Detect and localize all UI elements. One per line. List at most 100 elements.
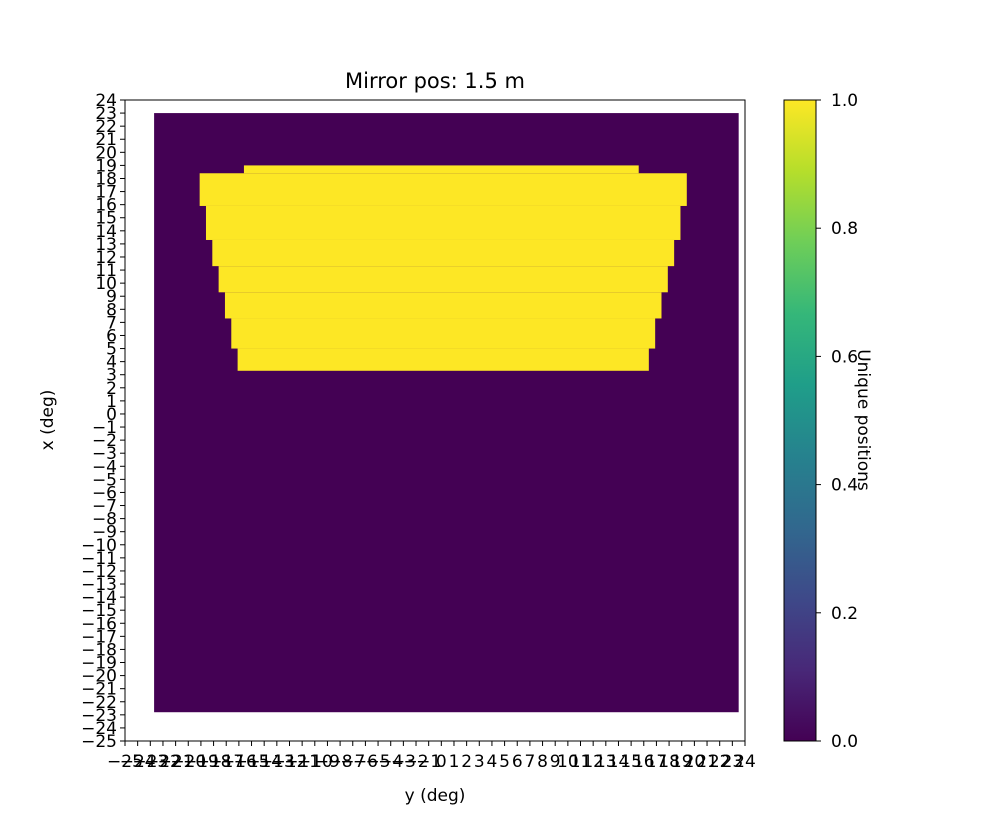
y-tick-label: −18 — [81, 640, 117, 660]
y-tick-label: −15 — [81, 601, 117, 621]
x-tick-label: −22 — [145, 752, 181, 772]
x-tick-label: 7 — [524, 752, 535, 772]
y-tick-label: 2 — [106, 379, 117, 399]
y-tick-label: 4 — [106, 353, 117, 373]
y-tick-label: −4 — [92, 457, 117, 477]
x-tick-label: 13 — [595, 752, 617, 772]
y-tick-label: −5 — [92, 470, 117, 490]
heatmap-cell-block — [237, 348, 649, 371]
heatmap-cell-block — [231, 318, 656, 349]
y-tick-label: 6 — [106, 326, 117, 346]
x-tick-label: −18 — [196, 752, 232, 772]
y-tick-label: −12 — [81, 562, 117, 582]
x-tick-label: −3 — [391, 752, 416, 772]
y-tick-label: 0 — [106, 405, 117, 425]
heatmap-cell-block — [224, 292, 662, 319]
x-tick-label: 14 — [608, 752, 630, 772]
x-tick-label: −15 — [234, 752, 270, 772]
x-tick-label: −16 — [221, 752, 257, 772]
y-tick-label: 5 — [106, 340, 117, 360]
y-tick-label: −6 — [92, 483, 117, 503]
y-tick-label: 22 — [95, 117, 117, 137]
y-tick-label: 10 — [95, 274, 117, 294]
x-tick-label: −7 — [340, 752, 365, 772]
y-tick-label: 23 — [95, 104, 117, 124]
y-axis-label: x (deg) — [38, 390, 58, 451]
colorbar: 0.0 0.2 0.4 0.6 0.8 1.0 Unique positions — [783, 91, 873, 752]
y-tick-label: −7 — [92, 497, 117, 517]
x-tick-label: −8 — [328, 752, 353, 772]
colorbar-frame — [783, 99, 817, 742]
y-tick-label: −11 — [81, 549, 117, 569]
x-tick-label: −21 — [158, 752, 194, 772]
x-tick-label: 19 — [671, 752, 693, 772]
colorbar-label: Unique positions — [853, 349, 873, 491]
y-tick-label: 20 — [95, 143, 117, 163]
x-tick-label: 1 — [449, 752, 460, 772]
y-tick-label: 17 — [95, 183, 117, 203]
x-tick-label: 16 — [633, 752, 655, 772]
y-tick-label: 19 — [95, 156, 117, 176]
colorbar-ticks: 0.0 0.2 0.4 0.6 0.8 1.0 — [816, 91, 858, 752]
y-tick-label: −10 — [81, 536, 117, 556]
y-tick-label: −21 — [81, 680, 117, 700]
y-tick-label: −16 — [81, 614, 117, 634]
x-tick-label: 21 — [696, 752, 718, 772]
heatmap-cell-block — [205, 205, 681, 240]
y-tick-label: −17 — [81, 627, 117, 647]
y-axis: −25−24−23−22−21−20−19−18−17−16−15−14−13−… — [81, 91, 125, 752]
x-tick-label: −1 — [416, 752, 441, 772]
heatmap-cell-block — [243, 165, 639, 174]
x-tick-label: 10 — [557, 752, 579, 772]
y-tick-label: 18 — [95, 169, 117, 189]
x-tick-label: 11 — [570, 752, 592, 772]
y-tick-label: 14 — [95, 222, 117, 242]
y-tick-label: 9 — [106, 287, 117, 307]
y-tick-label: −8 — [92, 510, 117, 530]
y-tick-label: 7 — [106, 313, 117, 333]
x-tick-label: 2 — [461, 752, 472, 772]
x-tick-label: −5 — [366, 752, 391, 772]
x-tick-label: 4 — [487, 752, 498, 772]
colorbar-tick-label: 0.6 — [831, 347, 858, 367]
y-tick-label: −14 — [81, 588, 117, 608]
x-tick-label: −6 — [353, 752, 378, 772]
y-tick-label: 12 — [95, 248, 117, 268]
colorbar-tick-label: 0.8 — [831, 219, 858, 239]
heatmap-cell-block — [212, 239, 675, 267]
y-tick-label: −1 — [92, 418, 117, 438]
colorbar-gradient — [784, 100, 816, 741]
chart-title: Mirror pos: 1.5 m — [345, 69, 525, 93]
y-tick-label: 8 — [106, 300, 117, 320]
heatmap-cell-block — [199, 173, 687, 206]
x-axis: −25−24−23−22−21−20−19−18−17−16−15−14−13−… — [107, 741, 756, 772]
y-tick-label: 3 — [106, 366, 117, 386]
x-tick-label: 8 — [537, 752, 548, 772]
plot-frame — [124, 99, 746, 742]
y-tick-label: 24 — [95, 91, 117, 111]
heatmap-cell-block — [218, 266, 668, 293]
y-tick-label: −23 — [81, 706, 117, 726]
colorbar-tick-label: 0.2 — [831, 604, 858, 624]
heatmap-region — [199, 165, 687, 371]
y-tick-label: 21 — [95, 130, 117, 150]
x-tick-label: 17 — [646, 752, 668, 772]
colorbar-tick-label: 0.4 — [831, 476, 858, 496]
x-tick-label: 6 — [512, 752, 523, 772]
x-tick-label: 5 — [499, 752, 510, 772]
x-tick-label: 15 — [620, 752, 642, 772]
x-tick-label: −10 — [297, 752, 333, 772]
colorbar-tick-label: 0.0 — [831, 732, 858, 752]
x-tick-label: 22 — [709, 752, 731, 772]
y-tick-label: −19 — [81, 654, 117, 674]
x-tick-label: −19 — [183, 752, 219, 772]
x-tick-label: 3 — [474, 752, 485, 772]
y-tick-label: −24 — [81, 719, 117, 739]
y-tick-label: 1 — [106, 392, 117, 412]
y-tick-label: −13 — [81, 575, 117, 595]
y-tick-label: 16 — [95, 196, 117, 216]
y-tick-label: −3 — [92, 444, 117, 464]
x-tick-label: −25 — [107, 752, 143, 772]
x-tick-label: 18 — [658, 752, 680, 772]
